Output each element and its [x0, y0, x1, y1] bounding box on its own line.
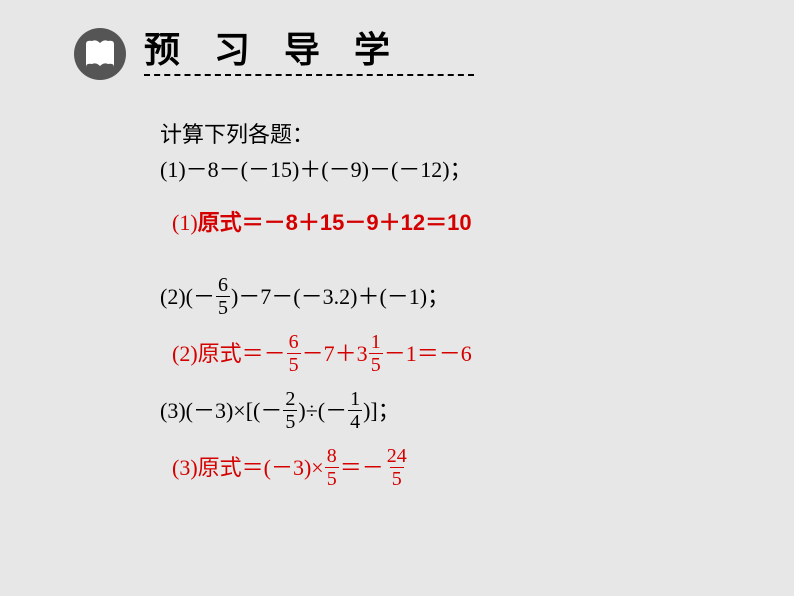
intro-text: 计算下列各题：: [160, 118, 680, 151]
answer-3: (3) 原式＝(－3)× 8 5 ＝－ 24 5: [172, 446, 680, 489]
problem-2: (2) (－ 6 5 )－7－(－3.2)＋(－1)；: [160, 275, 680, 318]
p3-rp: )]；: [363, 394, 400, 427]
a1-label: (1): [172, 206, 198, 239]
title-underline: [144, 74, 474, 76]
a2-prefix: 原式＝－: [198, 337, 286, 370]
page-title: 预 习 导 学: [144, 32, 474, 68]
a2-frac1: 6 5: [287, 332, 301, 375]
p2-rp: )－7－(－3.2)＋(－1)；: [231, 280, 449, 313]
a2-mid1: －7＋3: [302, 337, 368, 370]
p2-label: (2): [160, 280, 186, 313]
content: 计算下列各题： (1) －8－(－15)＋(－9)－(－12)； (1) 原式＝…: [160, 118, 680, 489]
problem-3: (3) (－3)×[(－ 2 5 )÷(－ 1 4 )]；: [160, 389, 680, 432]
p3-label: (3): [160, 394, 186, 427]
title-wrap: 预 习 导 学: [144, 32, 474, 76]
answer-1: (1) 原式＝ －8＋15－9＋12＝10: [172, 206, 680, 239]
p1-label: (1): [160, 153, 186, 186]
a3-prefix: 原式＝(－3)×: [198, 451, 324, 484]
p3-lp: (－3)×[(－: [186, 394, 283, 427]
p2-lp: (－: [186, 280, 215, 313]
a2-label: (2): [172, 337, 198, 370]
header: 预 习 导 学: [74, 28, 474, 80]
a2-frac2: 1 5: [369, 332, 383, 375]
p3-mid: )÷(－: [298, 394, 347, 427]
a2-tail: －1＝－6: [384, 337, 472, 370]
a3-frac1: 8 5: [325, 446, 339, 489]
a1-prefix: 原式＝: [198, 206, 264, 239]
badge-icon: [74, 28, 126, 80]
a3-frac2: 24 5: [385, 446, 409, 489]
a3-label: (3): [172, 451, 198, 484]
a3-mid: ＝－: [340, 451, 384, 484]
problem-1: (1) －8－(－15)＋(－9)－(－12)；: [160, 153, 680, 186]
book-icon: [82, 36, 118, 72]
p2-frac1: 6 5: [216, 275, 230, 318]
p1-body: －8－(－15)＋(－9)－(－12)；: [186, 153, 472, 186]
p3-frac2: 1 4: [348, 389, 362, 432]
a1-body: －8＋15－9＋12＝10: [264, 206, 472, 239]
answer-2: (2) 原式＝－ 6 5 －7＋3 1 5 －1＝－6: [172, 332, 680, 375]
p3-frac1: 2 5: [283, 389, 297, 432]
